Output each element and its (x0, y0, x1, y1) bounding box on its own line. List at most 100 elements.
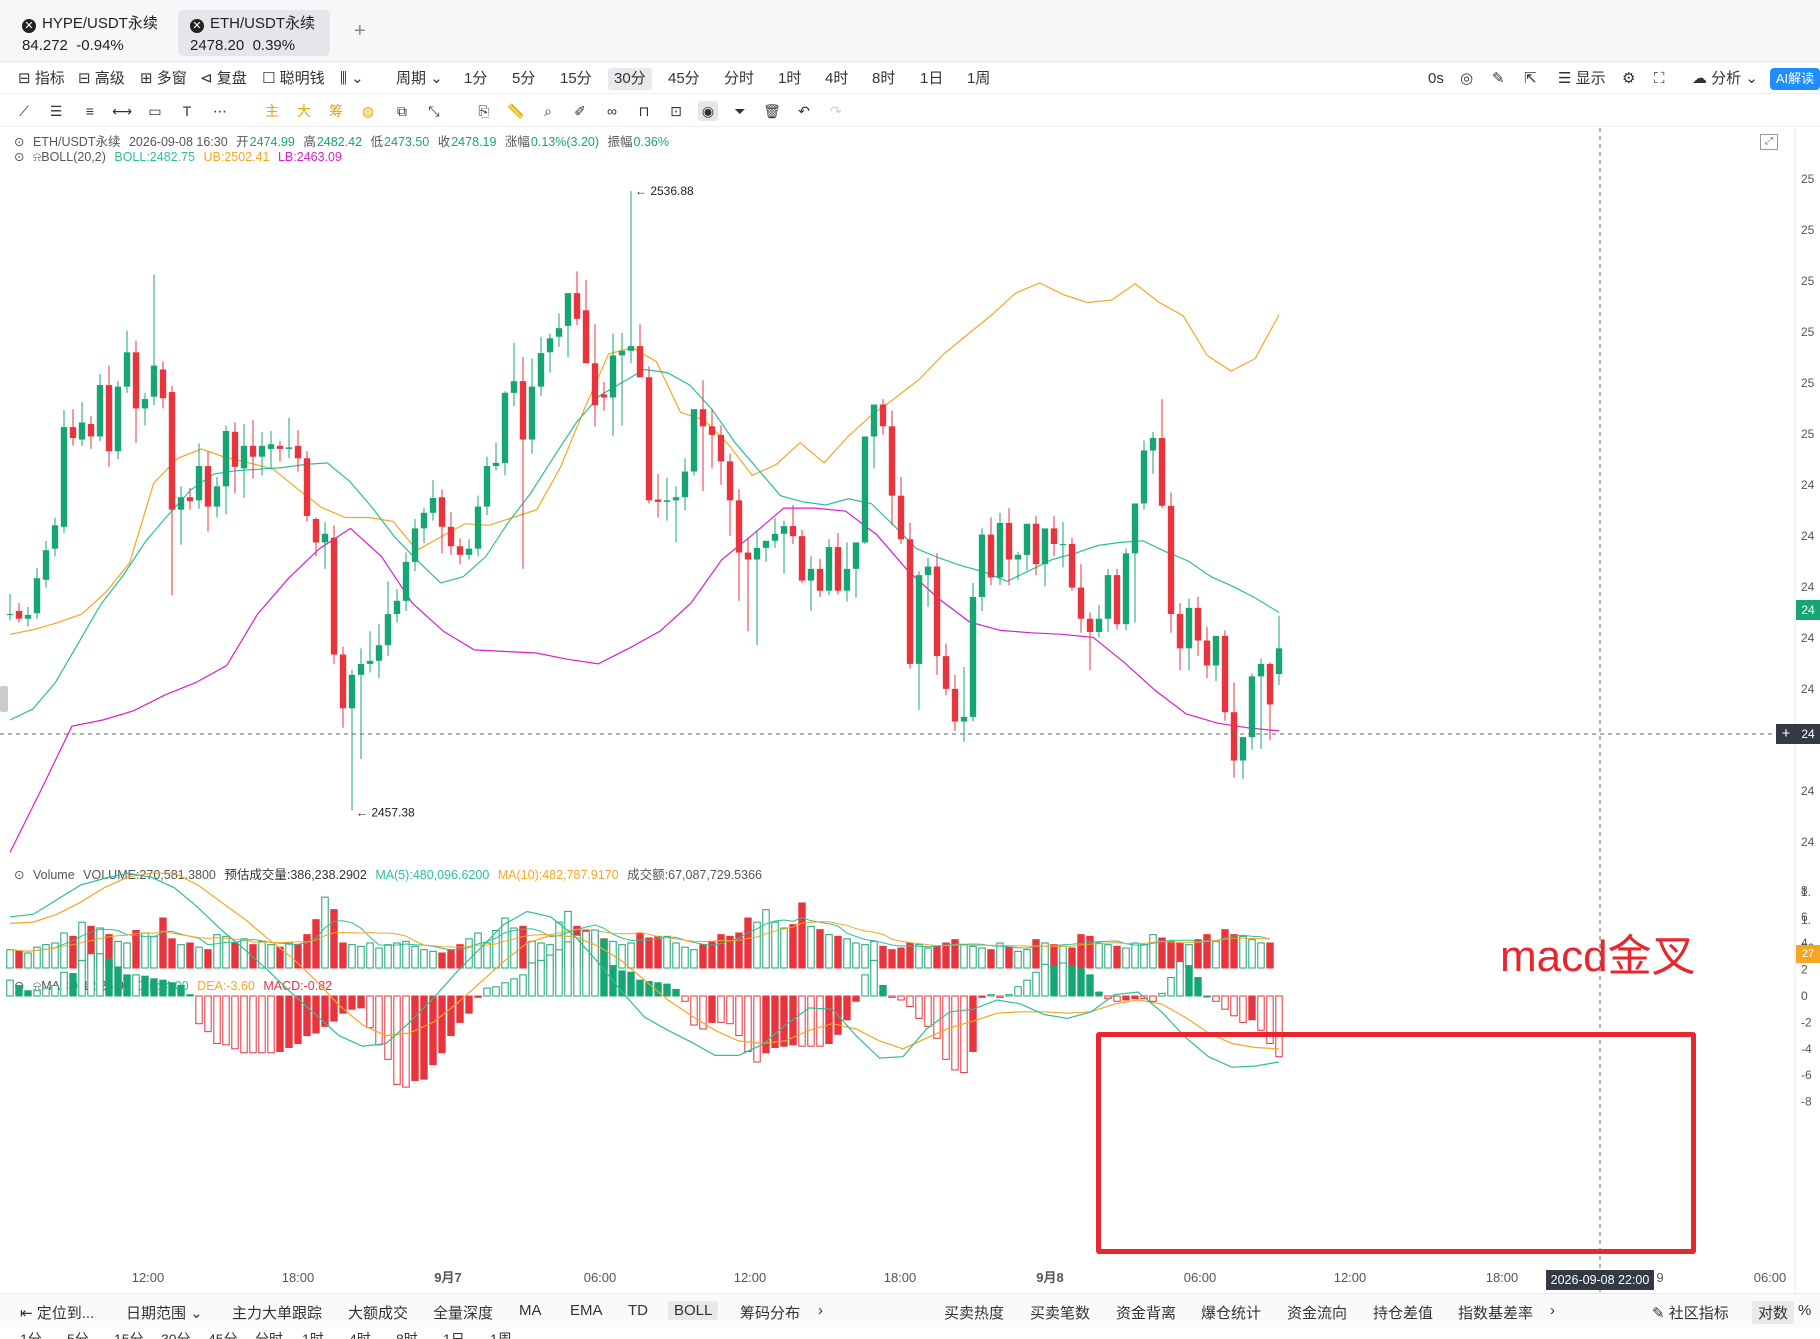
bottom-item[interactable]: 主力大单跟踪 (232, 1305, 323, 1322)
chip-marker-icon[interactable]: 筹 (329, 103, 343, 119)
date-range-dropdown[interactable]: 日期范围 ⌄ (126, 1305, 203, 1322)
bottom-item2[interactable]: 持仓差值 (1373, 1305, 1434, 1322)
redo-icon[interactable]: ↷ (830, 103, 842, 119)
collapse-icon[interactable]: ⊙ (14, 868, 25, 882)
display-button[interactable]: ☰ 显示 (1558, 70, 1606, 87)
magnet-icon[interactable]: ∞ (607, 103, 617, 119)
bottom-period-item[interactable]: 1日 (443, 1331, 465, 1339)
expand-icon[interactable]: ⤢ (1760, 134, 1778, 150)
period-5m[interactable]: 5分 (512, 70, 536, 87)
bell-icon[interactable]: ⍾ (32, 979, 42, 993)
advanced-button[interactable]: ⊟ 高级 (78, 70, 125, 87)
zoom-icon[interactable]: ⌕ (544, 103, 552, 119)
period-30m[interactable]: 30分 (608, 68, 652, 90)
community-indicator-button[interactable]: ✎ 社区指标 (1652, 1305, 1729, 1322)
macd-histogram-bar (213, 995, 221, 1045)
settings-icon[interactable]: ⚙ (1622, 70, 1636, 87)
bottom-period-item[interactable]: 45分 (208, 1331, 238, 1339)
trash-icon[interactable]: 🗑 (763, 103, 781, 119)
bottom-item2[interactable]: 买卖热度 (944, 1305, 1005, 1322)
main-marker-icon[interactable]: 主 (265, 103, 279, 119)
ruler-icon[interactable]: 📏 (507, 103, 525, 119)
parallel-tool-icon[interactable]: ☰ (49, 103, 63, 119)
bottom-item[interactable]: 全量深度 (433, 1305, 494, 1322)
brush-icon[interactable]: ✐ (574, 103, 586, 119)
share-icon[interactable]: ⇱ (1524, 70, 1537, 87)
bottom-period-item[interactable]: 15分 (114, 1331, 144, 1339)
text-tool-icon[interactable]: T (182, 103, 192, 119)
period-1w[interactable]: 1周 (967, 70, 991, 87)
chart-canvas[interactable]: ← 2536.88← 2457.38 252525252525242424242… (0, 128, 1820, 1293)
bottom-item2[interactable]: 爆仓统计 (1201, 1305, 1262, 1322)
period-15m[interactable]: 15分 (560, 70, 592, 87)
period-45m[interactable]: 45分 (668, 70, 700, 87)
period-4h[interactable]: 4时 (825, 70, 849, 87)
collapse-icon[interactable]: ⊙ (14, 150, 25, 164)
indicator-button[interactable]: ⊟ 指标 (18, 70, 65, 87)
bottom-item[interactable]: MA (519, 1302, 542, 1319)
macd-histogram-bar (222, 995, 230, 1046)
hide-icon[interactable]: ◉ (698, 101, 718, 121)
crosshair-add-button[interactable]: + (1776, 724, 1796, 744)
period-timeshare[interactable]: 分时 (724, 70, 755, 87)
bottom-item2[interactable]: 资金流向 (1287, 1305, 1348, 1322)
order-marker-icon[interactable]: ◍ (361, 103, 375, 119)
more-tool-icon[interactable]: ⋯ (213, 103, 227, 119)
cycle-dropdown[interactable]: 周期 ⌄ (396, 70, 443, 87)
line-tool-icon[interactable]: ⟋ (19, 103, 29, 119)
bottom-period-item[interactable]: 1分 (20, 1331, 42, 1339)
bottom-period-item[interactable]: 1周 (490, 1331, 512, 1339)
period-1h[interactable]: 1时 (778, 70, 802, 87)
smart-money-button[interactable]: ☐ 聪明钱 (262, 70, 325, 87)
percent-toggle[interactable]: % (1798, 1302, 1812, 1319)
bottom-item2[interactable]: 指数基差率 (1458, 1305, 1534, 1322)
hline-tool-icon[interactable]: ⟷ (112, 103, 133, 119)
chart-type-button[interactable]: ⫼ ⌄ (340, 68, 364, 90)
rect-tool-icon[interactable]: ▭ (148, 103, 162, 119)
side-panel-handle[interactable] (0, 686, 8, 712)
tab-eth[interactable]: ✕ ETH/USDT永续 2478.20 0.39% (178, 10, 330, 56)
big-marker-icon[interactable]: 大 (297, 103, 311, 119)
bottom-period-item[interactable]: 1时 (302, 1331, 324, 1339)
bottom-item-active[interactable]: BOLL (668, 1301, 719, 1320)
chevron-right-icon[interactable]: › (1550, 1302, 1555, 1319)
bell-icon[interactable]: ⍾ (32, 150, 42, 164)
bottom-item[interactable]: EMA (570, 1302, 603, 1319)
lock-icon[interactable]: ⊓ (638, 103, 650, 119)
bottom-period-item[interactable]: 8时 (396, 1331, 418, 1339)
undo-icon[interactable]: ↶ (798, 103, 810, 119)
add-tab-button[interactable]: + (354, 20, 366, 42)
multi-window-button[interactable]: ⊞ 多窗 (140, 70, 187, 87)
bottom-period-item[interactable]: 30分 (161, 1331, 191, 1339)
period-1m[interactable]: 1分 (464, 70, 488, 87)
candle-body (1005, 522, 1013, 560)
bottom-item2[interactable]: 资金背离 (1116, 1305, 1177, 1322)
locate-button[interactable]: ⇤ 定位到... (20, 1305, 95, 1322)
boll-legend: ⊙ ⍾BOLL(20,2) BOLL:2482.75 UB:2502.41 LB… (14, 149, 347, 165)
chevron-right-icon[interactable]: › (818, 1302, 823, 1319)
replay-button[interactable]: ⊲ 复盘 (200, 70, 247, 87)
bottom-period-item[interactable]: 4时 (349, 1331, 371, 1339)
bottom-item2[interactable]: 买卖笔数 (1030, 1305, 1091, 1322)
camera-icon[interactable]: ◎ (1460, 70, 1474, 87)
bottom-item[interactable]: 大额成交 (348, 1305, 409, 1322)
period-8h[interactable]: 8时 (872, 70, 896, 87)
filter-icon[interactable]: ⏷ (734, 103, 746, 119)
copy-tool-icon[interactable]: ⧉ (397, 103, 407, 119)
duplicate-icon[interactable]: ⎘ (478, 103, 490, 119)
ai-analysis-button[interactable]: AI解读 (1770, 68, 1820, 90)
bottom-item[interactable]: TD (628, 1302, 648, 1319)
layers-icon[interactable]: ⊡ (670, 103, 682, 119)
fullscreen-icon[interactable]: ⛶ (1654, 70, 1665, 87)
measure-tool-icon[interactable]: ⤡ (428, 103, 440, 119)
channel-tool-icon[interactable]: ≡ (85, 103, 95, 119)
bottom-period-item[interactable]: 分时 (255, 1331, 283, 1339)
log-scale-toggle[interactable]: 对数 (1752, 1301, 1795, 1324)
pencil-icon[interactable]: ✎ (1492, 70, 1505, 87)
bottom-item[interactable]: 筹码分布 (740, 1305, 801, 1322)
bottom-period-item[interactable]: 5分 (67, 1331, 89, 1339)
analyze-button[interactable]: ☁ 分析 ⌄ (1692, 70, 1758, 87)
collapse-icon[interactable]: ⊙ (14, 135, 25, 149)
tab-hype[interactable]: ✕ HYPE/USDT永续 84.272 -0.94% (10, 10, 180, 56)
period-1d[interactable]: 1日 (920, 70, 944, 87)
